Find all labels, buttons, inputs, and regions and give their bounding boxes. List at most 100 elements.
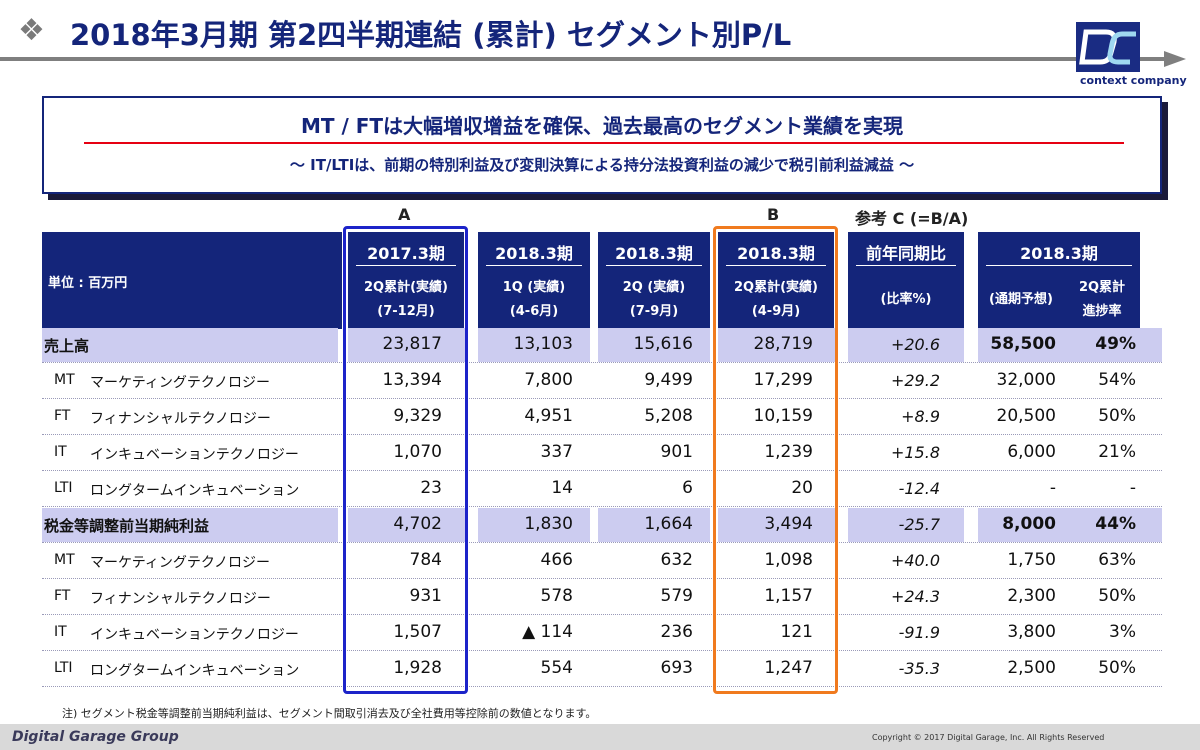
row-segment-code: MT (54, 372, 75, 388)
cell-b: 3,494 (764, 514, 813, 534)
cell-q2: 5,208 (644, 406, 693, 426)
slide-header: ❖ 2018年3月期 第2四半期連結 (累計) セグメント別P/L (0, 0, 1200, 90)
table-row: MT マーケティングテクノロジー 13,394 7,800 9,499 17,299 +29… (42, 363, 1162, 399)
cell-q1: 578 (540, 586, 573, 606)
cell-fy: 6,000 (1007, 442, 1056, 462)
row-separator (42, 470, 1162, 471)
row-label: ロングタームインキュベーション (90, 663, 300, 679)
row-label: ロングタームインキュベーション (90, 483, 300, 499)
table-row: IT インキュベーションテクノロジー 1,507 ▲ 114 236 121 -91.9 3,… (42, 615, 1162, 651)
cell-b: 1,098 (764, 550, 813, 570)
col-header-yoy-unit: (比率%) (880, 292, 932, 307)
row-segment-code: FT (54, 408, 71, 424)
cell-yoy: -35.3 (898, 659, 940, 678)
cell-prog: 50% (1098, 586, 1136, 606)
cell-prog: 44% (1095, 514, 1136, 534)
cell-b: 1,239 (764, 442, 813, 462)
footer-company: Digital Garage Group (12, 729, 179, 745)
cell-q1: 554 (540, 658, 573, 678)
cell-q2: 1,664 (644, 514, 693, 534)
cell-b: 1,157 (764, 586, 813, 606)
cell-fy: 32,000 (996, 370, 1056, 390)
cell-b: 1,247 (764, 658, 813, 678)
cell-fy: 2,300 (1007, 586, 1056, 606)
cell-b: 17,299 (753, 370, 813, 390)
cell-q1: 4,951 (524, 406, 573, 426)
col-header-fy-period: 2018.3期 (1020, 244, 1098, 263)
row-band (478, 328, 590, 362)
cell-a: 931 (409, 586, 442, 606)
cell-prog: 49% (1095, 334, 1136, 354)
cell-a: 13,394 (382, 370, 442, 390)
headline-main: MT / FTは大幅増収增益を確保、過去最高のセグメント業績を実現 (300, 114, 904, 138)
cell-yoy: +8.9 (901, 407, 940, 426)
cell-b: 20 (791, 478, 813, 498)
cell-prog: 54% (1098, 370, 1136, 390)
logo-tagline: context company (1080, 74, 1187, 87)
cell-a: 23,817 (382, 334, 442, 354)
row-segment-code: LTI (54, 480, 73, 496)
dg-logo-icon (1076, 22, 1140, 72)
unit-label: 単位 : 百万円 (48, 276, 128, 291)
headline-divider (84, 142, 1124, 144)
cell-yoy: +40.0 (890, 551, 940, 570)
col-header-a-type: 2Q累計(実績) (364, 280, 448, 295)
col-header-rule (486, 265, 582, 266)
col-header-q1-months: (4-6月) (509, 304, 559, 319)
col-header-rule (356, 265, 456, 266)
col-header-a-months: (7-12月) (377, 304, 435, 319)
unit-header-cell: 単位 : 百万円 (42, 232, 342, 329)
cell-fy: 20,500 (996, 406, 1056, 426)
col-header-a-period: 2017.3期 (367, 244, 445, 263)
row-label: フィナンシャルテクノロジー (90, 411, 271, 427)
row-band (718, 508, 838, 542)
headline-sub: 〜 IT/LTIは、前期の特別利益及び変則決算による持分法投資利益の減少で税引前… (289, 156, 915, 174)
col-header-q1: 2018.3期 1Q (実績) (4-6月) (478, 232, 590, 329)
cell-a: 1,070 (393, 442, 442, 462)
row-segment-code: IT (54, 624, 67, 640)
col-header-q2: 2018.3期 2Q (実績) (7-9月) (598, 232, 710, 329)
row-band (978, 508, 1162, 542)
diamond-bullet-icon: ❖ (18, 13, 45, 48)
row-separator (42, 650, 1162, 651)
cell-q1: 7,800 (524, 370, 573, 390)
col-header-yoy: 前年同期比 (比率%) (848, 232, 964, 329)
col-header-rule (726, 265, 826, 266)
cell-q2: 579 (660, 586, 693, 606)
cell-q1: 1,830 (524, 514, 573, 534)
row-separator (42, 614, 1162, 615)
cell-q2: 236 (660, 622, 693, 642)
table-row: LTI ロングタームインキュベーション 23 14 6 20 -12.4 - - (42, 471, 1162, 507)
cell-prog: 3% (1109, 622, 1136, 642)
row-band (598, 328, 710, 362)
row-segment-code: LTI (54, 660, 73, 676)
col-header-fy: 2018.3期 (通期予想) 2Q累計 進捗率 (978, 232, 1140, 329)
cell-b: 121 (780, 622, 813, 642)
row-band (718, 328, 838, 362)
table-row: LTI ロングタームインキュベーション 1,928 554 693 1,247 -35.3 2… (42, 651, 1162, 687)
highlight-frame-b (713, 226, 838, 694)
cell-fy: 1,750 (1007, 550, 1056, 570)
col-header-q2-period: 2018.3期 (615, 244, 693, 263)
row-label: インキュベーションテクノロジー (90, 627, 299, 643)
group-label-b: B (767, 205, 780, 224)
col-header-rule (856, 265, 956, 266)
row-label: マーケティングテクノロジー (90, 555, 271, 571)
group-label-c: 参考 C (=B/A) (855, 209, 969, 228)
cell-fy: 8,000 (1002, 514, 1056, 534)
table-row: 税金等調整前当期純利益 4,702 1,830 1,664 3,494 -25.7 8,00… (42, 507, 1162, 543)
footer-copyright: Copyright © 2017 Digital Garage, Inc. Al… (872, 733, 1105, 742)
col-header-rule (606, 265, 702, 266)
cell-prog: 50% (1098, 406, 1136, 426)
row-band (348, 508, 468, 542)
cell-q1: ▲ 114 (522, 622, 573, 642)
row-label: 税金等調整前当期純利益 (44, 517, 210, 535)
row-band (478, 508, 590, 542)
cell-a: 23 (420, 478, 442, 498)
table-row: MT マーケティングテクノロジー 784 466 632 1,098 +40.0 1,750 6… (42, 543, 1162, 579)
cell-q2: 693 (660, 658, 693, 678)
col-header-q2-type: 2Q (実績) (622, 280, 686, 295)
col-header-b-months: (4-9月) (751, 304, 801, 319)
cell-fy: 2,500 (1007, 658, 1056, 678)
cell-q1: 466 (540, 550, 573, 570)
